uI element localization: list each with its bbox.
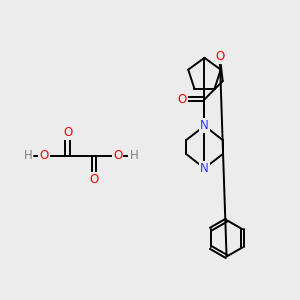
Text: O: O	[89, 173, 99, 186]
Text: H: H	[129, 149, 138, 162]
Text: O: O	[215, 50, 224, 64]
Text: N: N	[200, 119, 209, 132]
Text: N: N	[200, 162, 209, 175]
Text: H: H	[23, 149, 32, 162]
Text: O: O	[113, 149, 122, 162]
Text: O: O	[63, 126, 72, 139]
Text: O: O	[178, 93, 187, 106]
Text: O: O	[39, 149, 49, 162]
